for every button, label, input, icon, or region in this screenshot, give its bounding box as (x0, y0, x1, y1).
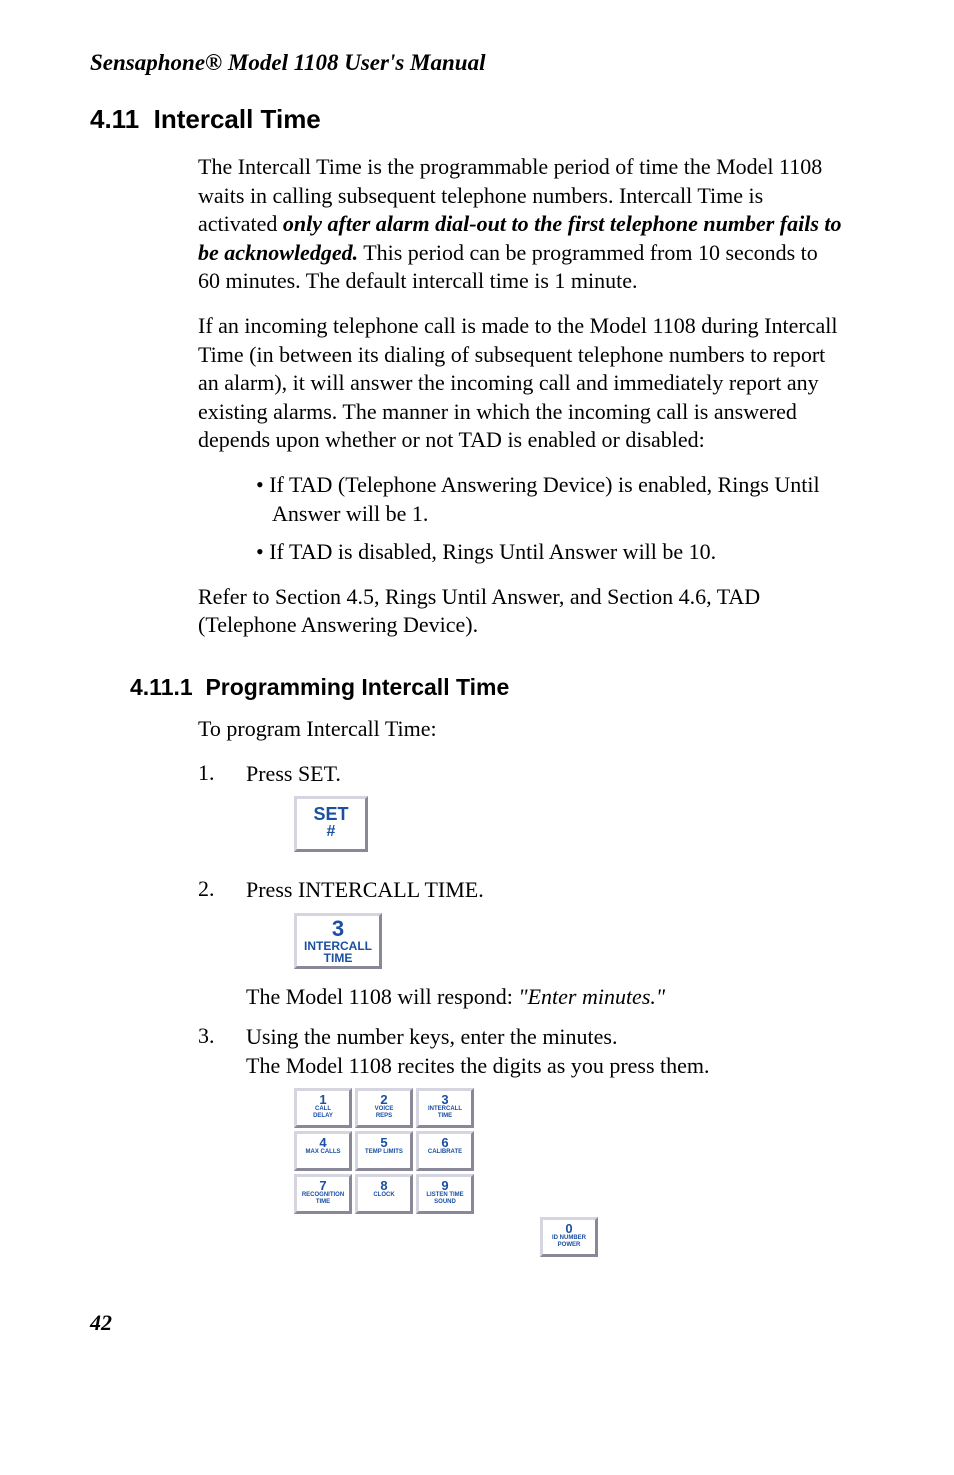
keypad-key: 6CALIBRATE (416, 1131, 474, 1171)
subsection-number: 4.11.1 (130, 674, 193, 700)
subsection-heading: 4.11.1 Programming Intercall Time (130, 674, 864, 701)
bullet-item: • If TAD (Telephone Answering Device) is… (256, 471, 844, 528)
key-set: SET # (294, 796, 368, 852)
section-title: Intercall Time (154, 104, 321, 134)
paragraph: If an incoming telephone call is made to… (198, 312, 844, 455)
step-number: 2. (198, 876, 246, 902)
page-number: 42 (90, 1310, 864, 1336)
intro-text: To program Intercall Time: (198, 715, 844, 744)
step-text: The Model 1108 recites the digits as you… (246, 1052, 844, 1081)
bullet-item: • If TAD is disabled, Rings Until Answer… (256, 538, 844, 567)
step-text: Press INTERCALL TIME. (246, 876, 844, 905)
section-number: 4.11 (90, 104, 139, 134)
keypad-diagram: 1CALLDELAY 2VOICEREPS 3INTERCALLTIME 4MA… (294, 1088, 844, 1257)
keypad-key: 2VOICEREPS (355, 1088, 413, 1128)
keypad-key: 7RECOGNITIONTIME (294, 1174, 352, 1214)
step-number: 1. (198, 760, 246, 786)
keypad-key: 1CALLDELAY (294, 1088, 352, 1128)
step-text: Using the number keys, enter the minutes… (246, 1023, 844, 1052)
paragraph: Refer to Section 4.5, Rings Until Answer… (198, 583, 844, 640)
keypad-key: 3INTERCALLTIME (416, 1088, 474, 1128)
keypad-key: 8CLOCK (355, 1174, 413, 1214)
manual-header: Sensaphone® Model 1108 User's Manual (90, 50, 864, 76)
section-heading: 4.11 Intercall Time (90, 104, 864, 135)
keypad-key: 9LISTEN TIMESOUND (416, 1174, 474, 1214)
keypad-key: 0ID NUMBERPOWER (540, 1217, 598, 1257)
key-intercall-time: 3 INTERCALL TIME (294, 913, 382, 969)
step-response: The Model 1108 will respond: "Enter minu… (246, 983, 844, 1012)
step-text: Press SET. (246, 760, 844, 789)
paragraph: The Intercall Time is the programmable p… (198, 153, 844, 296)
keypad-key: 5TEMP LIMITS (355, 1131, 413, 1171)
subsection-title: Programming Intercall Time (205, 674, 509, 700)
step-number: 3. (198, 1023, 246, 1049)
keypad-key: 4MAX CALLS (294, 1131, 352, 1171)
